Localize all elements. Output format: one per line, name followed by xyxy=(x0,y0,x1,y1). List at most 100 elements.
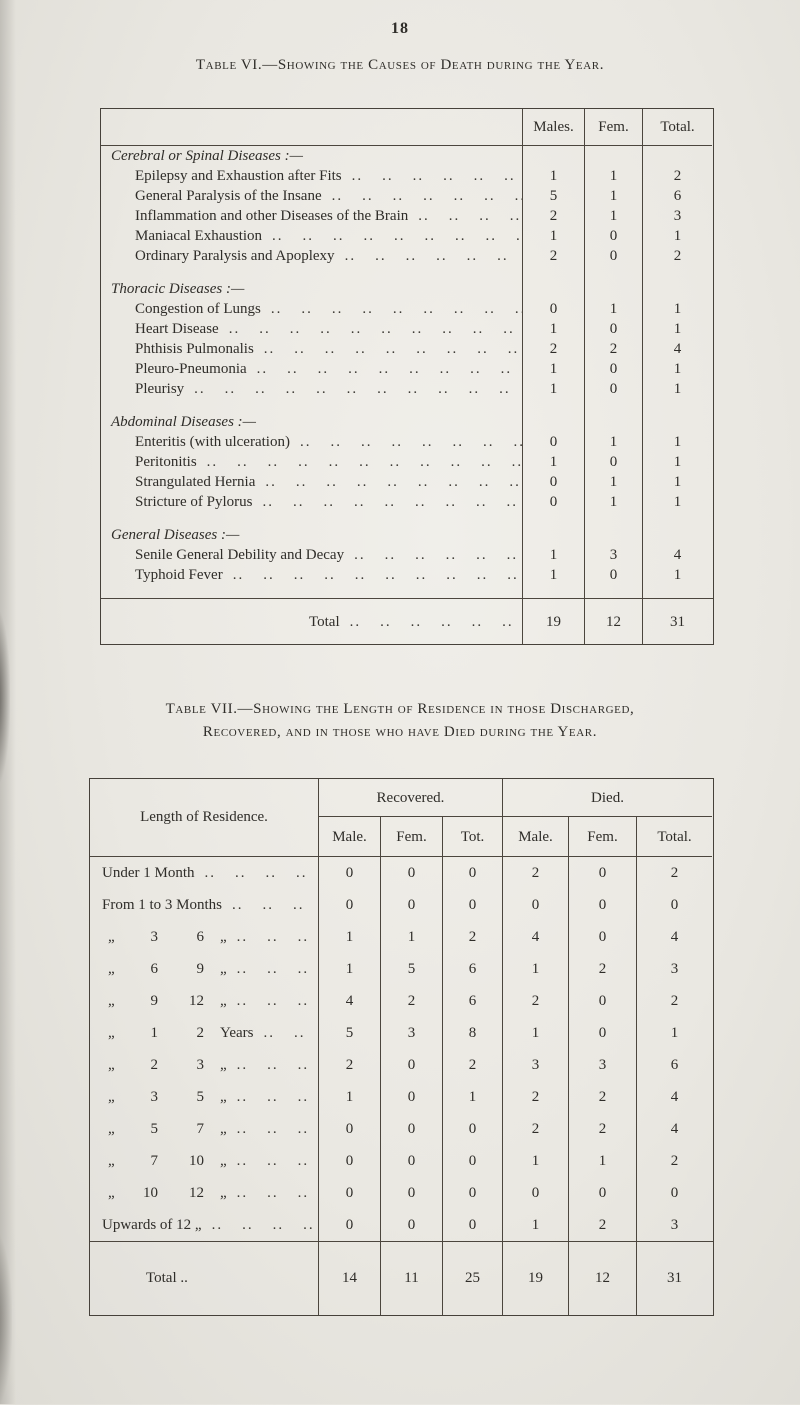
total-total-value: 31 xyxy=(642,599,712,644)
row-label-text: Senile General Debility and Decay xyxy=(135,547,345,563)
total-males-value: 19 xyxy=(522,599,584,644)
row-label: Under 1 Month .. .. .. .. .. .. .. .. .. … xyxy=(90,857,318,889)
recovered-fem-value: 2 xyxy=(380,985,442,1017)
males-column-header: Males. xyxy=(522,109,584,146)
recovered-male-value: 0 xyxy=(318,889,380,921)
males-cell xyxy=(522,146,584,166)
range-unit: „ xyxy=(220,992,227,1009)
dot-leader: .. .. .. .. .. .. .. .. .. .. .. .. .. .… xyxy=(232,896,318,913)
males-value: 5 xyxy=(522,186,584,206)
recovered-male-value: 1 xyxy=(318,953,380,985)
recovered-male-header: Male. xyxy=(318,817,380,857)
died-total-value: 4 xyxy=(636,1081,712,1113)
spacer-row xyxy=(101,512,713,525)
died-male-value: 1 xyxy=(502,1209,568,1241)
recovered-tot-value: 0 xyxy=(442,857,502,889)
recovered-tot-value: 2 xyxy=(442,921,502,953)
total-value: 1 xyxy=(642,319,712,339)
recovered-tot-value: 0 xyxy=(442,1113,502,1145)
spacer-row xyxy=(101,266,713,279)
table-row: „ 3 6 „ .. .. .. .. .. .. .. .. .. .. .. .. … xyxy=(90,921,713,953)
range-to: 12 xyxy=(189,992,204,1009)
page-number: 18 xyxy=(391,20,409,37)
died-male-value: 2 xyxy=(502,857,568,889)
row-label-text: Congestion of Lungs xyxy=(135,301,261,317)
recovered-fem-value: 0 xyxy=(380,1177,442,1209)
recovered-fem-value: 0 xyxy=(380,1049,442,1081)
range-to: 6 xyxy=(196,928,205,945)
table-vi-header-row: Males. Fem. Total. xyxy=(101,109,713,146)
dot-leader: .. .. .. .. .. .. .. .. .. .. .. .. .. .… xyxy=(263,341,522,357)
table-row: „ 3 5 „ .. .. .. .. .. .. .. .. .. .. .. .. … xyxy=(90,1081,713,1113)
row-label-text: Epilepsy and Exhaustion after Fits xyxy=(135,168,342,184)
ditto-mark: „ xyxy=(108,960,115,977)
males-cell xyxy=(522,412,584,432)
total-label-text: Total xyxy=(309,613,340,630)
recovered-tot-value: 6 xyxy=(442,953,502,985)
range-unit: „ xyxy=(220,960,227,977)
dot-leader: .. .. .. .. .. .. .. .. .. .. .. .. .. .… xyxy=(206,454,522,470)
fem-value: 0 xyxy=(584,359,642,379)
dot-leader: .. .. .. .. .. .. .. .. .. .. .. .. .. .… xyxy=(418,208,522,224)
recovered-male-value: 0 xyxy=(318,1113,380,1145)
total-value: 1 xyxy=(642,432,712,452)
recovered-tot-value: 0 xyxy=(442,1209,502,1241)
recovered-male-value: 2 xyxy=(318,1049,380,1081)
range-to: 3 xyxy=(196,1056,205,1073)
recovered-tot-total: 25 xyxy=(442,1242,502,1315)
dot-leader: .. .. .. .. .. .. .. .. .. .. .. .. .. .… xyxy=(236,1088,318,1105)
total-cell xyxy=(642,525,712,545)
died-total-value: 0 xyxy=(636,889,712,921)
table-vi-total-row: Total .. .. .. .. .. .. .. .. .. .. .. .… xyxy=(101,598,713,644)
fem-value: 1 xyxy=(584,299,642,319)
recovered-male-value: 5 xyxy=(318,1017,380,1049)
died-male-value: 1 xyxy=(502,1145,568,1177)
died-male-total: 19 xyxy=(502,1242,568,1315)
total-value: 4 xyxy=(642,545,712,565)
dot-leader: .. .. .. .. .. .. .. .. .. .. .. .. .. .… xyxy=(236,1184,318,1201)
recovered-fem-value: 1 xyxy=(380,921,442,953)
recovered-male-total: 14 xyxy=(318,1242,380,1315)
died-male-value: 0 xyxy=(502,1177,568,1209)
males-value: 1 xyxy=(522,319,584,339)
recovered-tot-value: 8 xyxy=(442,1017,502,1049)
table-row: Maniacal Exhaustion .. .. .. .. .. .. .. … xyxy=(101,226,713,246)
table-row: Epilepsy and Exhaustion after Fits .. .. … xyxy=(101,166,713,186)
row-label-text: Peritonitis xyxy=(135,454,197,470)
range-to: 9 xyxy=(196,960,205,977)
table-row: Congestion of Lungs .. .. .. .. .. .. .. … xyxy=(101,299,713,319)
total-value: 1 xyxy=(642,299,712,319)
ditto-mark: „ xyxy=(108,1024,115,1041)
row-label-text: Under 1 Month xyxy=(102,864,195,881)
died-male-value: 2 xyxy=(502,985,568,1017)
row-label-text: Pleurisy xyxy=(135,381,185,397)
dot-leader: .. .. .. .. .. .. .. .. .. .. .. .. .. .… xyxy=(299,434,522,450)
died-fem-value: 1 xyxy=(568,1145,636,1177)
total-value: 2 xyxy=(642,246,712,266)
row-label-text: Strangulated Hernia xyxy=(135,474,256,490)
table-vi-body: Cerebral or Spinal Diseases :— Epilepsy a… xyxy=(101,146,713,598)
died-total-value: 6 xyxy=(636,1049,712,1081)
range-to: 2 xyxy=(196,1024,205,1041)
table-vii-header: Length of Residence. Recovered. Died. Ma… xyxy=(90,779,713,857)
row-label: Inflammation and other Diseases of the B… xyxy=(101,206,522,226)
died-male-header: Male. xyxy=(502,817,568,857)
died-fem-total: 12 xyxy=(568,1242,636,1315)
ditto-mark: „ xyxy=(108,1056,115,1073)
total-value: 1 xyxy=(642,492,712,512)
total-value: 1 xyxy=(642,472,712,492)
row-label: Peritonitis .. .. .. .. .. .. .. .. .. ..… xyxy=(101,452,522,472)
spacer-row xyxy=(101,585,713,598)
recovered-fem-value: 0 xyxy=(380,857,442,889)
section-heading: Thoracic Diseases :— xyxy=(111,281,245,297)
males-value: 1 xyxy=(522,166,584,186)
table-row: Stricture of Pylorus .. .. .. .. .. .. ..… xyxy=(101,492,713,512)
died-fem-value: 0 xyxy=(568,1017,636,1049)
row-label: Heart Disease .. .. .. .. .. .. .. .. .. … xyxy=(101,319,522,339)
table-row: Enteritis (with ulceration) .. .. .. .. .… xyxy=(101,432,713,452)
row-label: „ 3 6 „ .. .. .. .. .. .. .. .. .. .. .. .. … xyxy=(90,921,318,953)
males-value: 0 xyxy=(522,432,584,452)
table-row: „ 5 7 „ .. .. .. .. .. .. .. .. .. .. .. .. … xyxy=(90,1113,713,1145)
died-total-header: Total. xyxy=(636,817,712,857)
fem-value: 1 xyxy=(584,166,642,186)
